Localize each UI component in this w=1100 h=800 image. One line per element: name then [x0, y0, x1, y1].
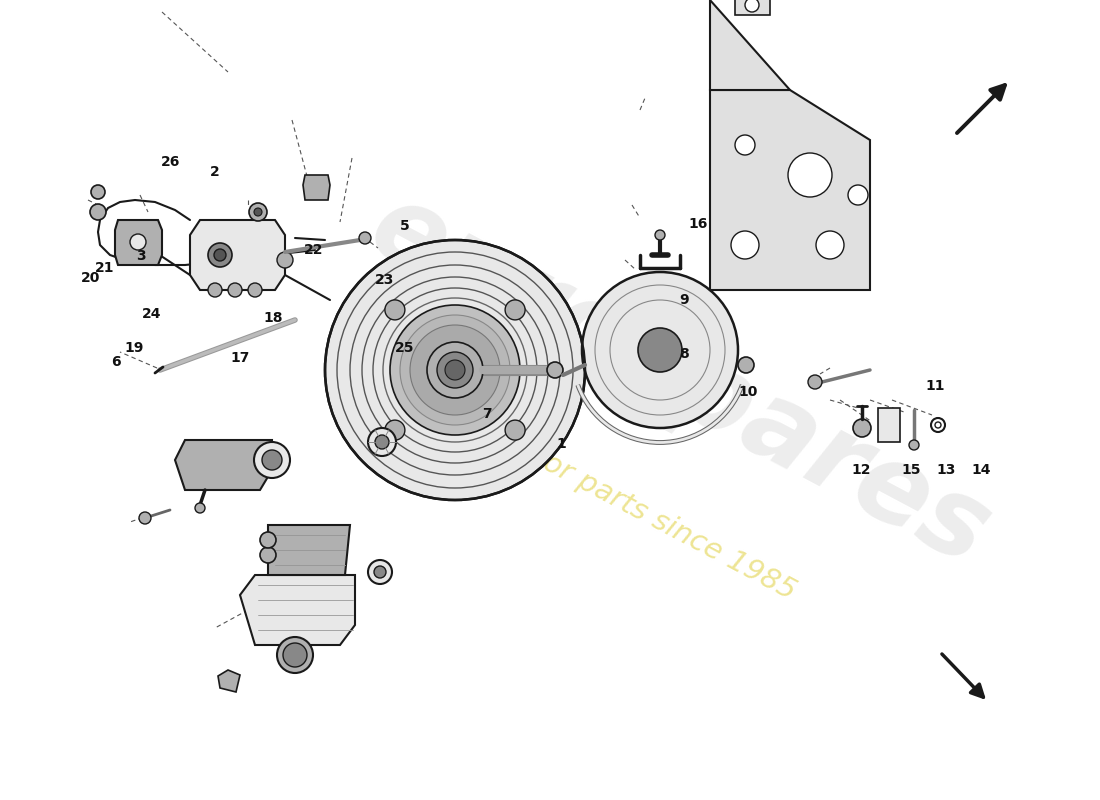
Circle shape: [139, 512, 151, 524]
Circle shape: [852, 419, 871, 437]
Text: 15: 15: [901, 463, 921, 478]
Circle shape: [195, 503, 205, 513]
Text: 16: 16: [689, 217, 708, 231]
Circle shape: [324, 240, 585, 500]
Polygon shape: [190, 220, 285, 290]
Circle shape: [385, 420, 405, 440]
Polygon shape: [878, 408, 900, 442]
Circle shape: [262, 450, 282, 470]
Circle shape: [208, 243, 232, 267]
Text: 19: 19: [124, 341, 144, 355]
Text: 10: 10: [738, 385, 758, 399]
Circle shape: [277, 252, 293, 268]
Text: 11: 11: [925, 378, 945, 393]
Circle shape: [368, 560, 392, 584]
Circle shape: [400, 315, 510, 425]
Circle shape: [735, 135, 755, 155]
Polygon shape: [710, 90, 870, 290]
Circle shape: [90, 204, 106, 220]
Circle shape: [654, 230, 666, 240]
Circle shape: [505, 300, 525, 320]
Polygon shape: [175, 440, 272, 490]
Circle shape: [359, 232, 371, 244]
Circle shape: [437, 352, 473, 388]
Circle shape: [254, 208, 262, 216]
Circle shape: [260, 532, 276, 548]
Polygon shape: [710, 0, 790, 90]
Circle shape: [375, 435, 389, 449]
Text: eurospares: eurospares: [352, 172, 1008, 588]
Text: a passion for parts since 1985: a passion for parts since 1985: [399, 374, 801, 606]
Circle shape: [277, 637, 313, 673]
Circle shape: [208, 283, 222, 297]
Text: 24: 24: [142, 306, 162, 321]
Circle shape: [368, 428, 396, 456]
Circle shape: [732, 231, 759, 259]
Circle shape: [848, 185, 868, 205]
Polygon shape: [302, 175, 330, 200]
Text: 8: 8: [680, 346, 689, 361]
Text: 3: 3: [136, 249, 145, 263]
Text: 18: 18: [263, 311, 283, 326]
Polygon shape: [116, 220, 162, 265]
Circle shape: [582, 272, 738, 428]
Circle shape: [745, 0, 759, 12]
Circle shape: [390, 305, 520, 435]
Circle shape: [808, 375, 822, 389]
Polygon shape: [735, 0, 770, 15]
Text: 13: 13: [936, 463, 956, 478]
Circle shape: [446, 360, 465, 380]
Text: 9: 9: [680, 293, 689, 307]
Circle shape: [410, 325, 500, 415]
Text: 1: 1: [557, 437, 565, 451]
Circle shape: [547, 362, 563, 378]
Circle shape: [816, 231, 844, 259]
Text: 17: 17: [230, 351, 250, 366]
Text: 14: 14: [971, 463, 991, 478]
Text: 7: 7: [483, 407, 492, 422]
Text: 6: 6: [111, 354, 120, 369]
Circle shape: [385, 300, 405, 320]
Circle shape: [214, 249, 225, 261]
Text: 22: 22: [304, 242, 323, 257]
Circle shape: [130, 234, 146, 250]
Circle shape: [260, 547, 276, 563]
Circle shape: [374, 566, 386, 578]
Circle shape: [254, 442, 290, 478]
Circle shape: [228, 283, 242, 297]
Circle shape: [283, 643, 307, 667]
Circle shape: [909, 440, 918, 450]
Text: 23: 23: [375, 273, 395, 287]
Text: 25: 25: [395, 341, 415, 355]
Circle shape: [505, 420, 525, 440]
Polygon shape: [240, 575, 355, 645]
Circle shape: [248, 283, 262, 297]
Text: 12: 12: [851, 463, 871, 478]
Text: 5: 5: [400, 218, 409, 233]
Circle shape: [249, 203, 267, 221]
Text: 2: 2: [210, 165, 219, 179]
Text: 21: 21: [95, 261, 114, 275]
Polygon shape: [268, 525, 350, 575]
Circle shape: [91, 185, 104, 199]
Polygon shape: [218, 670, 240, 692]
Text: 20: 20: [80, 271, 100, 286]
Circle shape: [638, 328, 682, 372]
Circle shape: [427, 342, 483, 398]
Circle shape: [738, 357, 754, 373]
Text: 26: 26: [161, 154, 180, 169]
Circle shape: [788, 153, 832, 197]
